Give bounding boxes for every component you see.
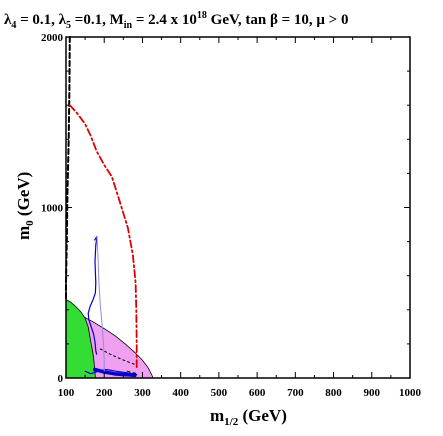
series-blue-lower xyxy=(84,368,138,376)
y-tick-label: 1000 xyxy=(41,203,64,215)
x-tick-label: 700 xyxy=(287,387,304,399)
plot-frame xyxy=(65,36,411,379)
x-tick-label: 100 xyxy=(58,387,75,399)
series-purple-thin xyxy=(96,236,105,372)
series-black-dashed-low xyxy=(126,370,137,374)
x-tick-label: 800 xyxy=(325,387,342,399)
series-blue-band xyxy=(92,367,137,378)
chart-title: λ4 = 0.1, λ5 =0.1, Min = 2.4 x 1018 GeV,… xyxy=(4,10,348,31)
x-tick-label: 300 xyxy=(134,387,151,399)
series-black-dotted xyxy=(99,348,136,365)
y-tick-label: 2000 xyxy=(41,32,64,44)
x-tick-labels: 100 200 300 400 500 600 700 800 900 1000 xyxy=(58,387,422,399)
axis-ticks xyxy=(65,36,411,379)
x-tick-label: 200 xyxy=(96,387,113,399)
series-blue-upper xyxy=(87,235,98,355)
x-tick-label: 500 xyxy=(211,387,228,399)
x-tick-label: 600 xyxy=(249,387,266,399)
x-axis-label: m1/2 (GeV) xyxy=(210,406,287,428)
chart-regions xyxy=(65,298,154,379)
series-red-dash-dot xyxy=(68,104,138,369)
y-tick-labels: 0 1000 2000 xyxy=(41,32,64,385)
y-tick-label: 0 xyxy=(58,373,64,385)
x-tick-label: 1000 xyxy=(399,387,422,399)
x-tick-label: 400 xyxy=(172,387,189,399)
y-axis-label: m0 (GeV) xyxy=(14,172,36,240)
x-tick-label: 900 xyxy=(364,387,381,399)
